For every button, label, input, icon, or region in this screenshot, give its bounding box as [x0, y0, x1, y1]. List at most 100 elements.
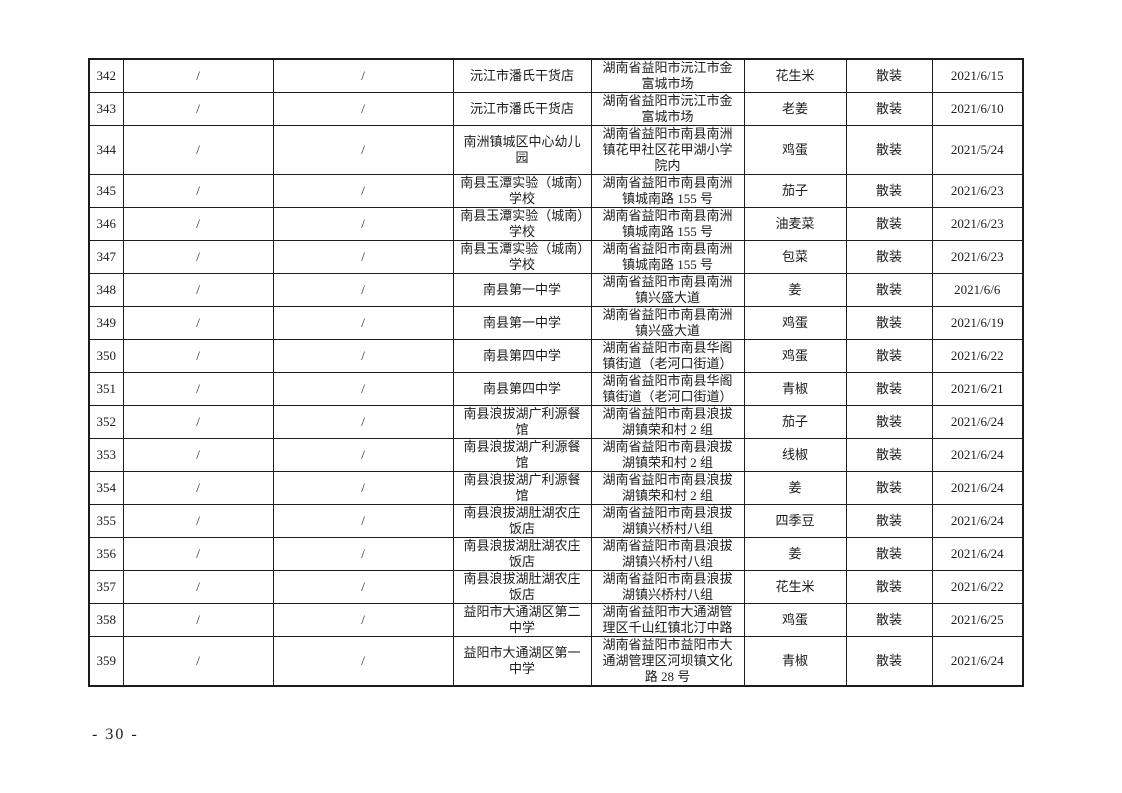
cell-no: 359: [88, 636, 124, 687]
cell-food: 姜: [743, 273, 847, 307]
cell-packaging: 散装: [845, 58, 933, 93]
cell-col2: /: [122, 92, 274, 126]
cell-no: 357: [88, 570, 124, 604]
cell-col2: /: [122, 537, 274, 571]
cell-name: 南县第四中学: [452, 372, 592, 406]
cell-col3: /: [272, 504, 454, 538]
cell-name: 南县第一中学: [452, 306, 592, 340]
table-row: 348// 南县第一中学 湖南省益阳市南县南洲镇兴盛大道姜散装 2021/6/6: [88, 273, 1024, 307]
cell-packaging: 散装: [845, 240, 933, 274]
cell-packaging: 散装: [845, 306, 933, 340]
cell-col2: /: [122, 58, 274, 93]
cell-name: 益阳市大通湖区第二中学: [452, 603, 592, 637]
cell-name: 南县浪拔湖广利源餐馆: [452, 471, 592, 505]
cell-date: 2021/6/24: [931, 471, 1024, 505]
cell-date: 2021/6/25: [931, 603, 1024, 637]
cell-date: 2021/6/19: [931, 306, 1024, 340]
cell-no: 355: [88, 504, 124, 538]
cell-no: 354: [88, 471, 124, 505]
cell-address: 湖南省益阳市南县华阁镇街道（老河口街道）: [590, 339, 745, 373]
cell-col3: /: [272, 240, 454, 274]
cell-packaging: 散装: [845, 92, 933, 126]
cell-name: 南县玉潭实验（城南）学校: [452, 240, 592, 274]
cell-food: 姜: [743, 537, 847, 571]
cell-food: 姜: [743, 471, 847, 505]
table-row: 358// 益阳市大通湖区第二中学 湖南省益阳市大通湖管理区千山红镇北汀中路 鸡蛋 散装…: [88, 603, 1024, 637]
table-row: 345// 南县玉潭实验（城南）学校 湖南省益阳市南县南洲镇城南路 155 号茄子散…: [88, 174, 1024, 208]
cell-address: 湖南省益阳市益阳市大通湖管理区河坝镇文化路 28 号: [590, 636, 745, 687]
cell-food: 鸡蛋: [743, 339, 847, 373]
cell-address: 湖南省益阳市沅江市金富城市场: [590, 92, 745, 126]
cell-col3: /: [272, 306, 454, 340]
cell-no: 350: [88, 339, 124, 373]
cell-packaging: 散装: [845, 372, 933, 406]
table-row: 354// 南县浪拔湖广利源餐馆 湖南省益阳市南县浪拔湖镇荣和村 2 组姜散装 202…: [88, 471, 1024, 505]
cell-col3: /: [272, 339, 454, 373]
cell-address: 湖南省益阳市南县浪拔湖镇荣和村 2 组: [590, 438, 745, 472]
cell-food: 花生米: [743, 570, 847, 604]
cell-col2: /: [122, 207, 274, 241]
cell-no: 358: [88, 603, 124, 637]
cell-date: 2021/5/24: [931, 125, 1024, 175]
cell-col3: /: [272, 537, 454, 571]
cell-food: 油麦菜: [743, 207, 847, 241]
cell-col2: /: [122, 240, 274, 274]
cell-packaging: 散装: [845, 125, 933, 175]
cell-packaging: 散装: [845, 273, 933, 307]
cell-food: 茄子: [743, 405, 847, 439]
cell-food: 青椒: [743, 636, 847, 687]
cell-date: 2021/6/15: [931, 58, 1024, 93]
cell-col2: /: [122, 471, 274, 505]
cell-name: 南县浪拔湖广利源餐馆: [452, 405, 592, 439]
cell-address: 湖南省益阳市南县华阁镇街道（老河口街道）: [590, 372, 745, 406]
cell-col2: /: [122, 273, 274, 307]
cell-packaging: 散装: [845, 603, 933, 637]
cell-food: 四季豆: [743, 504, 847, 538]
cell-no: 356: [88, 537, 124, 571]
cell-date: 2021/6/24: [931, 636, 1024, 687]
cell-packaging: 散装: [845, 438, 933, 472]
cell-name: 南县玉潭实验（城南）学校: [452, 207, 592, 241]
cell-address: 湖南省益阳市大通湖管理区千山红镇北汀中路: [590, 603, 745, 637]
table-row: 355// 南县浪拔湖肚湖农庄饭店 湖南省益阳市南县浪拔湖镇兴桥村八组 四季豆 散装 20…: [88, 504, 1024, 538]
cell-date: 2021/6/23: [931, 207, 1024, 241]
cell-food: 花生米: [743, 58, 847, 93]
table-body: 342// 沅江市潘氏干货店 湖南省益阳市沅江市金富城市场 花生米 散装 2021/6/1…: [88, 58, 1024, 687]
table-row: 342// 沅江市潘氏干货店 湖南省益阳市沅江市金富城市场 花生米 散装 2021/6/1…: [88, 58, 1024, 93]
cell-col2: /: [122, 405, 274, 439]
table-row: 346// 南县玉潭实验（城南）学校 湖南省益阳市南县南洲镇城南路 155 号油麦菜…: [88, 207, 1024, 241]
cell-packaging: 散装: [845, 339, 933, 373]
cell-address: 湖南省益阳市南县浪拔湖镇兴桥村八组: [590, 537, 745, 571]
table-row: 359// 益阳市大通湖区第一中学 湖南省益阳市益阳市大通湖管理区河坝镇文化路 28…: [88, 636, 1024, 687]
cell-food: 鸡蛋: [743, 125, 847, 175]
cell-col2: /: [122, 636, 274, 687]
cell-name: 南县玉潭实验（城南）学校: [452, 174, 592, 208]
cell-col3: /: [272, 603, 454, 637]
cell-packaging: 散装: [845, 207, 933, 241]
cell-date: 2021/6/24: [931, 537, 1024, 571]
cell-date: 2021/6/22: [931, 570, 1024, 604]
cell-date: 2021/6/22: [931, 339, 1024, 373]
table-row: 353// 南县浪拔湖广利源餐馆 湖南省益阳市南县浪拔湖镇荣和村 2 组线椒 散装 20…: [88, 438, 1024, 472]
cell-packaging: 散装: [845, 174, 933, 208]
cell-no: 344: [88, 125, 124, 175]
cell-col2: /: [122, 603, 274, 637]
cell-no: 352: [88, 405, 124, 439]
cell-col3: /: [272, 372, 454, 406]
cell-no: 348: [88, 273, 124, 307]
table-row: 344// 南洲镇城区中心幼儿园 湖南省益阳市南县南洲镇花甲社区花甲湖小学院内 鸡蛋散…: [88, 125, 1024, 175]
cell-name: 南县浪拔湖肚湖农庄饭店: [452, 504, 592, 538]
cell-name: 益阳市大通湖区第一中学: [452, 636, 592, 687]
cell-packaging: 散装: [845, 537, 933, 571]
cell-col3: /: [272, 125, 454, 175]
cell-food: 包菜: [743, 240, 847, 274]
cell-food: 鸡蛋: [743, 603, 847, 637]
cell-col2: /: [122, 339, 274, 373]
cell-food: 茄子: [743, 174, 847, 208]
cell-col3: /: [272, 438, 454, 472]
cell-no: 351: [88, 372, 124, 406]
cell-address: 湖南省益阳市南县南洲镇城南路 155 号: [590, 174, 745, 208]
table-row: 349// 南县第一中学 湖南省益阳市南县南洲镇兴盛大道 鸡蛋 散装 2021/6/19: [88, 306, 1024, 340]
cell-food: 青椒: [743, 372, 847, 406]
